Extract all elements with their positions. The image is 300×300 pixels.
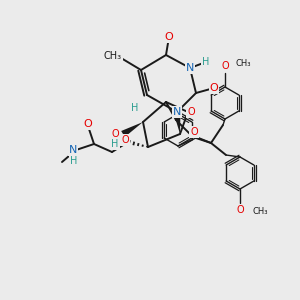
Text: N: N [186,63,194,73]
Text: H: H [131,103,139,113]
Polygon shape [173,112,181,134]
Text: O: O [190,127,198,137]
Text: O: O [165,32,173,42]
Text: O: O [187,107,195,117]
Text: CH₃: CH₃ [104,51,122,61]
Text: O: O [221,61,229,71]
Text: H: H [70,156,78,166]
Text: O: O [236,205,244,215]
Text: CH₃: CH₃ [252,208,268,217]
Text: N: N [173,107,181,117]
Text: O: O [84,119,92,129]
Polygon shape [121,122,143,137]
Text: H: H [111,139,119,149]
Text: O: O [111,129,119,139]
Text: CH₃: CH₃ [235,59,251,68]
Text: N: N [69,145,77,155]
Text: H: H [202,57,210,67]
Text: O: O [210,83,218,93]
Text: O: O [121,135,129,145]
